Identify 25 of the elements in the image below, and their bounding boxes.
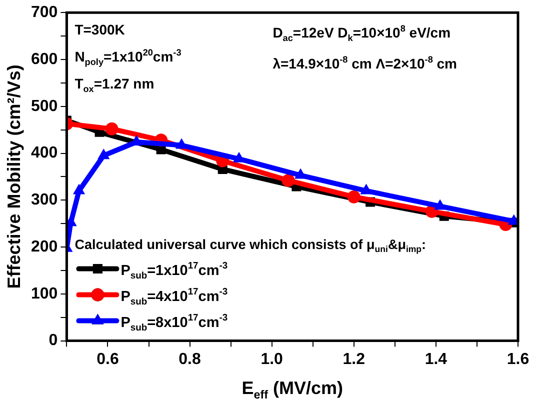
point xyxy=(105,122,118,136)
x-tick-label: 1.0 xyxy=(260,350,284,368)
y-tick-label: 0 xyxy=(48,332,58,350)
x-tick-label: 1.4 xyxy=(424,350,448,368)
y-tick-label: 600 xyxy=(30,50,58,68)
y-tick-label: 700 xyxy=(30,4,58,22)
y-tick-label: 100 xyxy=(30,285,58,302)
x-tick-label: 1.2 xyxy=(342,350,366,368)
point xyxy=(360,184,372,194)
point xyxy=(282,174,295,187)
point xyxy=(98,149,110,160)
y-tick-label: 200 xyxy=(30,238,58,256)
annotation: T=300K xyxy=(74,22,125,38)
point xyxy=(434,200,446,210)
point xyxy=(73,184,85,194)
point xyxy=(347,190,360,204)
point xyxy=(294,168,306,179)
y-axis-title: Effective Mobility (cm²/Vs) xyxy=(4,64,24,289)
y-tick-label: 300 xyxy=(30,192,58,209)
y-tick-label: 500 xyxy=(30,98,58,115)
y-tick-label: 400 xyxy=(30,144,58,162)
x-tick-label: 1.6 xyxy=(506,350,530,368)
point xyxy=(176,138,188,149)
x-tick-label: 0.6 xyxy=(96,350,119,368)
x-tick-label: 0.8 xyxy=(178,350,201,368)
